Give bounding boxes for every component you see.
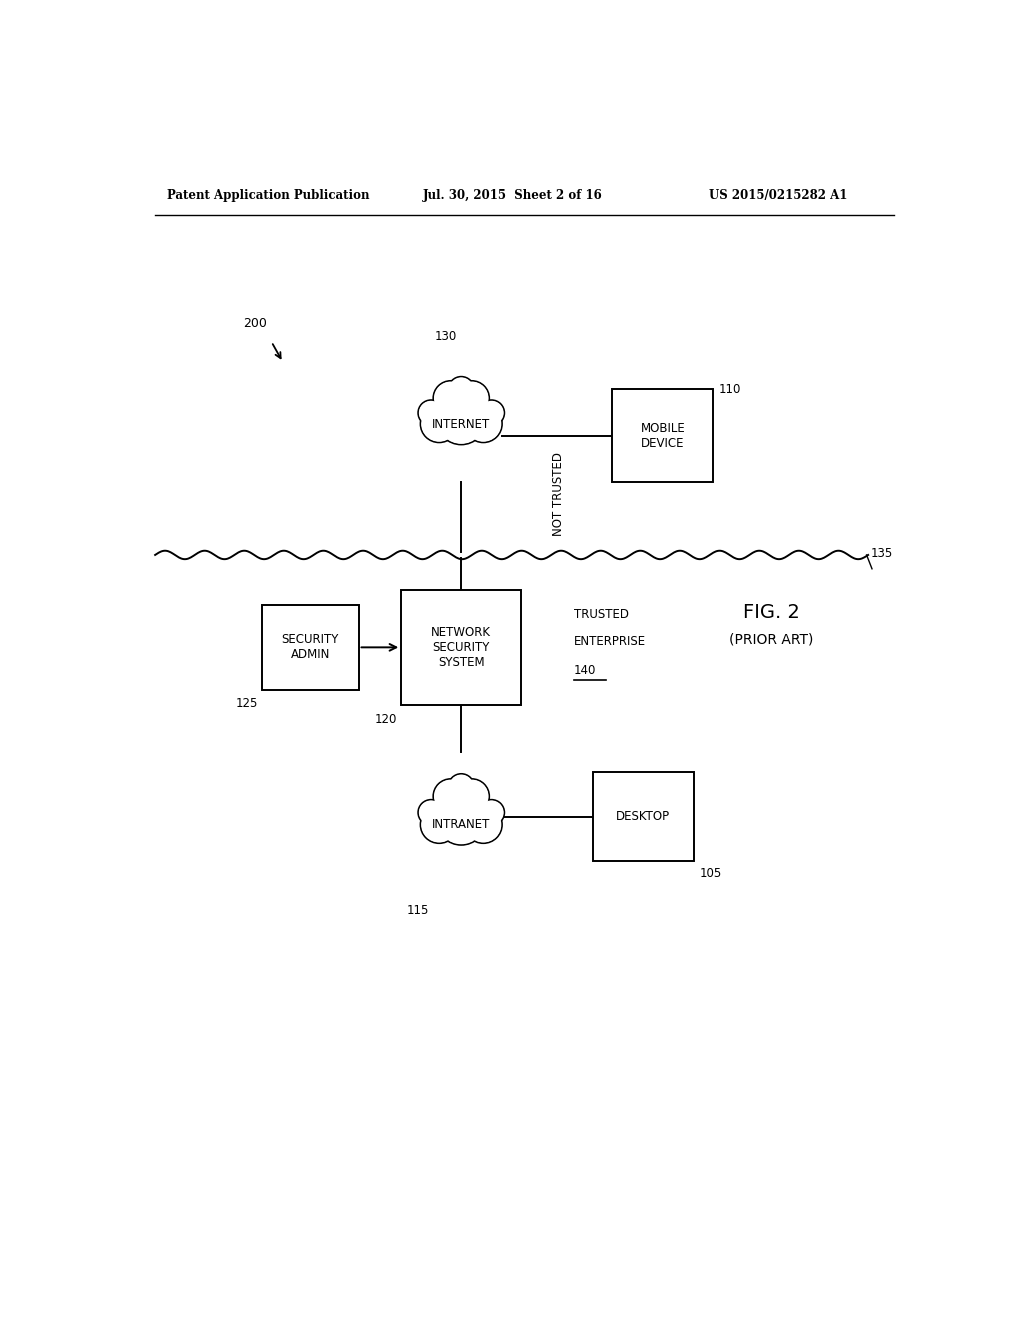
Circle shape: [449, 774, 474, 800]
Circle shape: [449, 376, 474, 403]
Circle shape: [455, 779, 489, 813]
Text: TRUSTED: TRUSTED: [573, 607, 629, 620]
Text: (PRIOR ART): (PRIOR ART): [729, 632, 813, 647]
Text: 140: 140: [573, 664, 596, 677]
Bar: [612, 389, 713, 482]
Circle shape: [433, 779, 468, 813]
Text: NOT TRUSTED: NOT TRUSTED: [552, 453, 564, 536]
Circle shape: [418, 400, 443, 425]
Text: DESKTOP: DESKTOP: [616, 810, 671, 824]
Circle shape: [455, 780, 488, 813]
Circle shape: [437, 396, 485, 445]
Text: ENTERPRISE: ENTERPRISE: [573, 635, 646, 648]
Circle shape: [478, 400, 504, 425]
Circle shape: [433, 381, 468, 416]
Circle shape: [455, 381, 489, 416]
Text: NETWORK
SECURITY
SYSTEM: NETWORK SECURITY SYSTEM: [431, 626, 492, 669]
Circle shape: [450, 378, 473, 401]
Text: INTRANET: INTRANET: [432, 818, 490, 832]
Text: 105: 105: [699, 867, 722, 880]
Bar: [262, 605, 358, 689]
Circle shape: [465, 407, 502, 442]
Circle shape: [434, 780, 468, 813]
Text: 110: 110: [719, 383, 741, 396]
Circle shape: [479, 800, 504, 825]
Text: 130: 130: [435, 330, 458, 343]
Circle shape: [465, 807, 502, 842]
Circle shape: [465, 807, 502, 843]
Text: 120: 120: [375, 713, 397, 726]
Circle shape: [421, 405, 458, 442]
Text: MOBILE
DEVICE: MOBILE DEVICE: [640, 421, 685, 450]
Text: Patent Application Publication: Patent Application Publication: [167, 189, 370, 202]
Text: SECURITY
ADMIN: SECURITY ADMIN: [282, 634, 339, 661]
Circle shape: [450, 775, 473, 799]
Text: 135: 135: [870, 546, 893, 560]
Text: INTERNET: INTERNET: [432, 417, 490, 430]
Circle shape: [437, 396, 485, 444]
Circle shape: [437, 796, 485, 845]
Circle shape: [434, 381, 468, 414]
Circle shape: [465, 405, 502, 442]
Circle shape: [421, 807, 457, 842]
Circle shape: [418, 800, 443, 825]
Circle shape: [479, 401, 504, 425]
Text: 125: 125: [236, 697, 258, 710]
Bar: [593, 772, 693, 861]
Circle shape: [478, 800, 504, 825]
Text: 115: 115: [407, 904, 429, 916]
Circle shape: [419, 401, 443, 425]
Text: US 2015/0215282 A1: US 2015/0215282 A1: [710, 189, 848, 202]
Text: Jul. 30, 2015  Sheet 2 of 16: Jul. 30, 2015 Sheet 2 of 16: [423, 189, 602, 202]
Text: FIG. 2: FIG. 2: [742, 603, 800, 622]
Circle shape: [437, 797, 485, 845]
Circle shape: [421, 407, 457, 442]
Circle shape: [419, 800, 443, 825]
Circle shape: [421, 807, 458, 843]
Circle shape: [455, 381, 488, 414]
Bar: [401, 590, 521, 705]
Text: 200: 200: [243, 317, 266, 330]
